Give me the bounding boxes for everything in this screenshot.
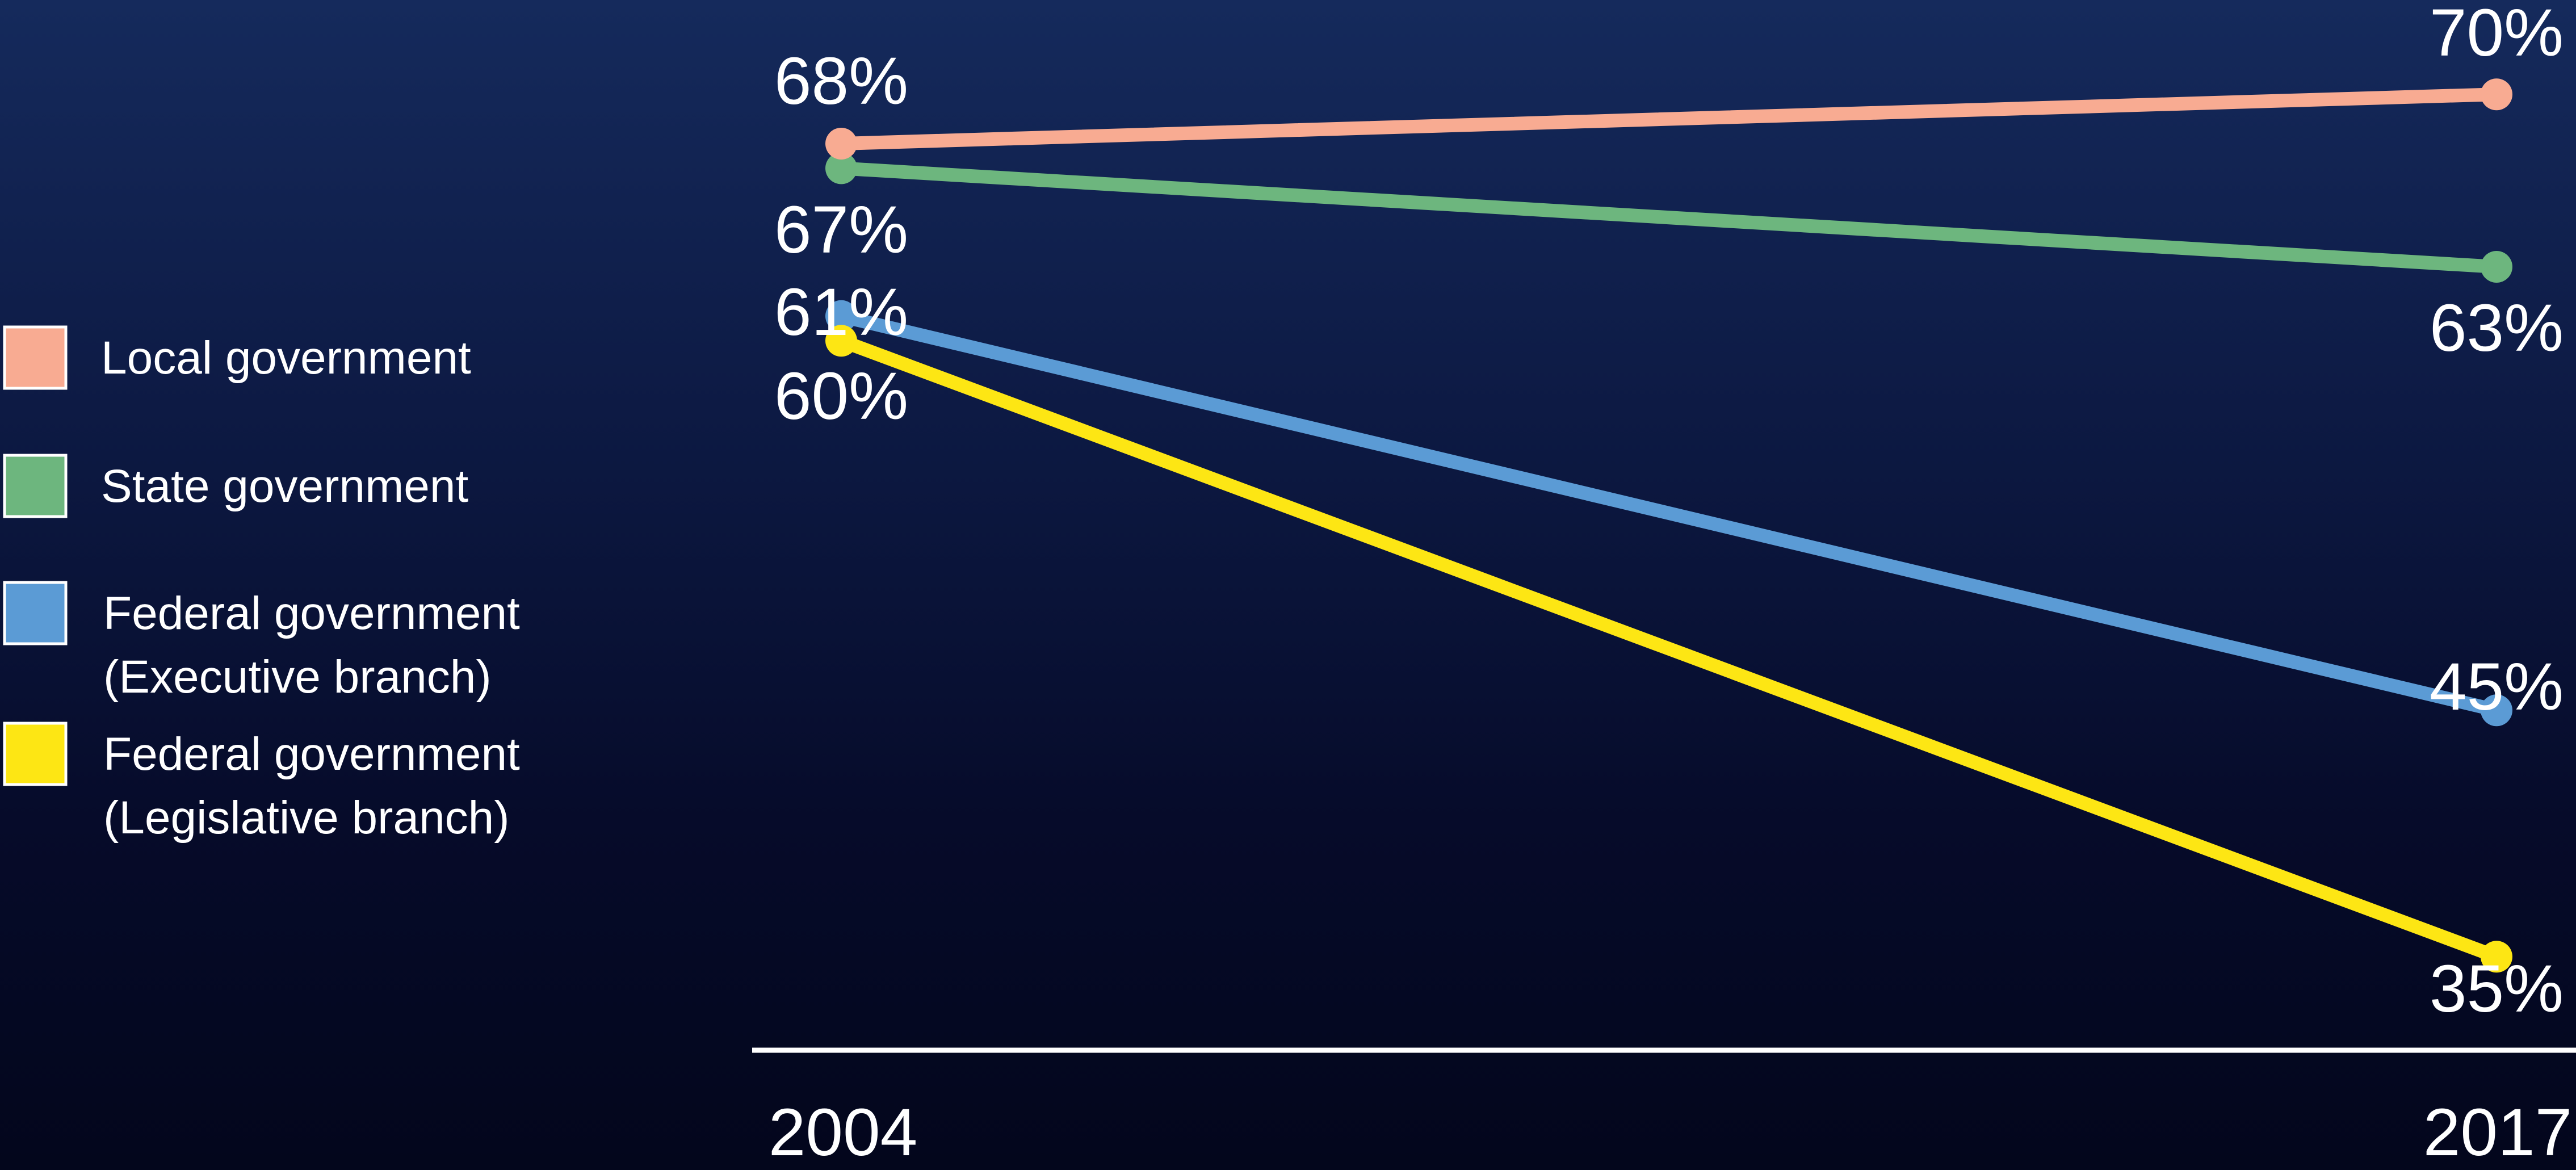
series-line-legislative bbox=[834, 334, 2503, 964]
series-line-state bbox=[834, 161, 2503, 274]
plot-area bbox=[825, 78, 2512, 973]
legend-label-legislative: Federal government (Legislative branch) bbox=[103, 728, 520, 844]
legend-label-line: State government bbox=[101, 460, 468, 512]
legend-item-state: State government bbox=[3, 454, 468, 518]
legend-label-line: (Legislative branch) bbox=[103, 792, 510, 844]
data-label-local-2004: 68% bbox=[774, 44, 908, 119]
legend-label-line: Local government bbox=[101, 332, 471, 384]
x-tick-label-2017: 2017 bbox=[2423, 1095, 2573, 1170]
legend-item-executive: Federal government (Executive branch) bbox=[3, 581, 520, 703]
legend-item-legislative: Federal government (Legislative branch) bbox=[3, 722, 520, 844]
data-label-executive-2004: 61% bbox=[774, 275, 908, 350]
legend-label-line: Federal government bbox=[103, 588, 520, 639]
legend-label-state: State government bbox=[101, 460, 468, 512]
data-label-executive-2017: 45% bbox=[2430, 649, 2564, 724]
data-point-legislative-2017 bbox=[2481, 941, 2512, 973]
x-tick-label-2004: 2004 bbox=[769, 1095, 918, 1170]
x-axis-ticks: 2004 2017 bbox=[769, 1095, 2573, 1170]
legend-label-executive: Federal government (Executive branch) bbox=[103, 588, 520, 703]
series-line-local bbox=[834, 87, 2503, 150]
data-label-legislative-2004: 60% bbox=[774, 359, 908, 434]
legend-item-local: Local government bbox=[3, 325, 471, 390]
legend-label-line: Federal government bbox=[103, 728, 520, 780]
legend-label-line: (Executive branch) bbox=[103, 651, 492, 703]
data-label-state-2017: 63% bbox=[2430, 291, 2564, 366]
data-point-executive-2017 bbox=[2481, 694, 2512, 727]
data-label-state-2004: 67% bbox=[774, 192, 908, 267]
data-label-legislative-2017: 35% bbox=[2430, 951, 2564, 1026]
series-line-executive bbox=[834, 309, 2503, 718]
legend-swatch-state bbox=[3, 454, 68, 518]
legend-label-local: Local government bbox=[101, 332, 471, 384]
data-point-local-2004 bbox=[825, 128, 857, 160]
legend-swatch-legislative bbox=[3, 722, 68, 786]
legend-swatch-local bbox=[3, 325, 68, 390]
legend-swatch-executive bbox=[3, 581, 68, 645]
data-labels: 68% 70% 67% 63% 61% 45% 60% 35% bbox=[774, 0, 2564, 1026]
data-point-executive-2004 bbox=[825, 300, 857, 332]
data-point-state-2004 bbox=[825, 152, 857, 184]
data-label-local-2017: 70% bbox=[2430, 0, 2564, 70]
data-point-local-2017 bbox=[2481, 78, 2512, 111]
data-point-state-2017 bbox=[2481, 251, 2512, 283]
data-point-legislative-2004 bbox=[825, 325, 857, 357]
chart-legend: Local government State government Federal … bbox=[3, 325, 520, 844]
